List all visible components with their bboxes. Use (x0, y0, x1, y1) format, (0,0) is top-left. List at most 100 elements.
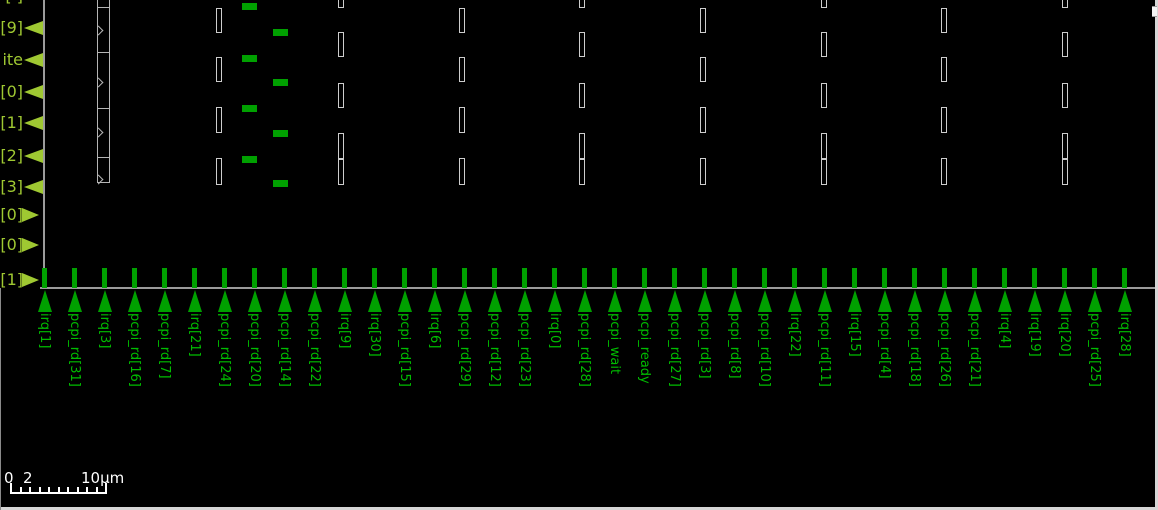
cell-outline-rect (216, 8, 222, 33)
left-pin-label: [ ] (0, 0, 23, 5)
bottom-pin-bar (762, 268, 767, 288)
cell-chain-column (97, 0, 110, 183)
bottom-pin-label: irq[6] (427, 313, 442, 349)
scale-ruler-baseline (10, 492, 107, 494)
bottom-pin-bar (42, 268, 47, 288)
bottom-pin-label: irq[9] (337, 313, 352, 349)
cell-outline-rect (1062, 133, 1068, 159)
bottom-pin-bar (522, 268, 527, 288)
scale-ruler-tick (29, 487, 31, 492)
bottom-pin-label: pcpi_rd[29] (457, 313, 472, 387)
cell-outline-rect (338, 83, 344, 108)
bottom-pin-bar (102, 268, 107, 288)
cell-outline-rect (821, 0, 827, 8)
bottom-pin-arrow-icon (848, 290, 862, 312)
scale-ruler-tick (48, 487, 50, 492)
left-pin-label: ite (2, 50, 23, 69)
left-pin-label: [0] (0, 235, 23, 254)
left-pin-arrow-in-icon (22, 273, 39, 287)
bottom-pin-arrow-icon (548, 290, 562, 312)
bottom-pin-label: irq[1] (37, 313, 52, 349)
bottom-pin-arrow-icon (278, 290, 292, 312)
bottom-pin-arrow-icon (668, 290, 682, 312)
bottom-pin-arrow-icon (878, 290, 892, 312)
left-pin-arrow-out-icon (24, 180, 43, 194)
bottom-pin-arrow-icon (698, 290, 712, 312)
cell-outline-rect (338, 32, 344, 57)
bottom-pin-bar (162, 268, 167, 288)
bottom-pin-arrow-icon (1058, 290, 1072, 312)
bottom-pin-bar (552, 268, 557, 288)
tap-dash-rect (273, 180, 288, 187)
scale-ruler-tick (10, 483, 12, 492)
scale-ruler-tick (19, 487, 22, 492)
bottom-pin-arrow-icon (578, 290, 592, 312)
bottom-pin-arrow-icon (38, 290, 52, 312)
cell-outline-rect (941, 107, 947, 133)
bottom-pin-bar (1002, 268, 1007, 288)
bottom-pin-bar (342, 268, 347, 288)
bottom-pin-arrow-icon (68, 290, 82, 312)
bottom-pin-bar (402, 268, 407, 288)
cell-outline-rect (941, 158, 947, 185)
bottom-pin-bar (1062, 268, 1067, 288)
bottom-pin-arrow-icon (398, 290, 412, 312)
bottom-pin-label: pcpi_rd[22] (307, 313, 322, 387)
bottom-pin-label: pcpi_rd[16] (127, 313, 142, 387)
cell-outline-rect (216, 158, 222, 185)
bottom-pin-bar (702, 268, 707, 288)
bottom-pin-label: irq[21] (187, 313, 202, 357)
cell-chain-divider (97, 108, 110, 109)
bottom-pin-label: pcpi_rd[25] (1087, 313, 1102, 387)
bottom-pin-label: pcpi_rd[7] (157, 313, 172, 379)
left-pin-label: [9] (0, 18, 23, 37)
left-pin-arrow-in-icon (22, 238, 39, 252)
scale-ruler-tick (86, 487, 88, 492)
scale-ruler-tick (57, 487, 60, 492)
bottom-pin-arrow-icon (938, 290, 952, 312)
bottom-pin-bar (72, 268, 77, 288)
bottom-pin-label: irq[19] (1027, 313, 1042, 357)
cell-outline-rect (579, 159, 585, 185)
cell-outline-rect (579, 133, 585, 159)
scale-zero-label: 0 (4, 469, 14, 487)
left-pin-label: [2] (0, 146, 23, 165)
bottom-pin-bar (912, 268, 917, 288)
cell-outline-rect (338, 0, 344, 8)
bottom-pin-label: pcpi_rd[31] (67, 313, 82, 387)
tap-dash-rect (242, 3, 257, 10)
left-pin-arrow-out-icon (24, 85, 43, 99)
bottom-pin-label: pcpi_rd[20] (247, 313, 262, 387)
left-pin-label: [1] (0, 270, 23, 289)
bottom-pin-bar (612, 268, 617, 288)
bottom-pin-label: pcpi_rd[14] (277, 313, 292, 387)
bottom-pin-label: irq[30] (367, 313, 382, 357)
cell-outline-rect (821, 32, 827, 57)
cell-outline-rect (459, 158, 465, 185)
bottom-pin-bar (882, 268, 887, 288)
chip-boundary-bottom (40, 287, 1158, 289)
cell-outline-rect (700, 8, 706, 33)
bottom-pin-label: irq[20] (1057, 313, 1072, 357)
cell-outline-rect (579, 83, 585, 108)
cell-outline-rect (579, 32, 585, 57)
bottom-pin-bar (582, 268, 587, 288)
bottom-pin-label: irq[3] (97, 313, 112, 349)
bottom-pin-bar (312, 268, 317, 288)
cell-outline-rect (459, 107, 465, 133)
tap-dash-rect (242, 156, 257, 163)
bottom-pin-arrow-icon (308, 290, 322, 312)
cell-outline-rect (459, 57, 465, 82)
bottom-pin-bar (132, 268, 137, 288)
bottom-pin-label: pcpi_ready (637, 313, 652, 384)
bottom-pin-bar (192, 268, 197, 288)
cell-outline-rect (700, 107, 706, 133)
bottom-pin-arrow-icon (98, 290, 112, 312)
cell-outline-rect (821, 83, 827, 108)
scale-ruler-tick (38, 487, 41, 492)
bottom-pin-label: irq[28] (1117, 313, 1132, 357)
bottom-pin-label: irq[4] (997, 313, 1012, 349)
bottom-pin-arrow-icon (1088, 290, 1102, 312)
bottom-pin-label: pcpi_rd[24] (217, 313, 232, 387)
